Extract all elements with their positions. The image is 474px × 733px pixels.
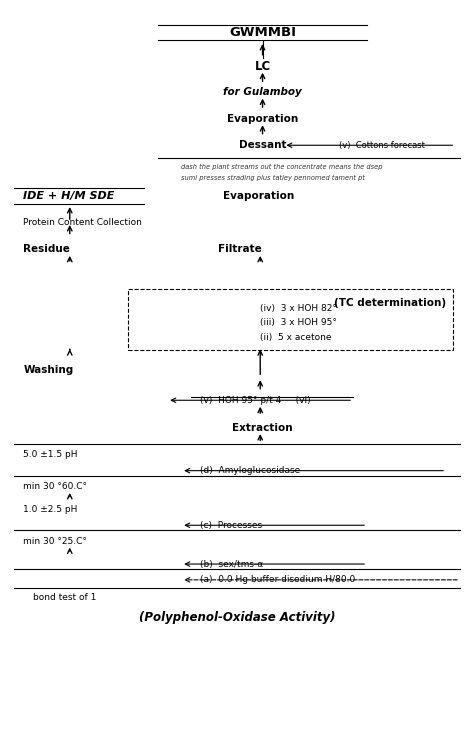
Text: (Polyphenol-Oxidase Activity): (Polyphenol-Oxidase Activity) [139,611,335,625]
Text: Extraction: Extraction [232,422,293,432]
Text: (ii)  5 x acetone: (ii) 5 x acetone [260,333,332,342]
Text: (a)  0.0 Hg buffer disodium H/80.0: (a) 0.0 Hg buffer disodium H/80.0 [200,575,355,584]
Text: bond test of 1: bond test of 1 [33,593,96,603]
Text: min 30 °25.C°: min 30 °25.C° [23,537,87,545]
Text: (iii)  3 x HOH 95°: (iii) 3 x HOH 95° [260,318,337,327]
Text: sumi presses strading plus tatley pennomed tament pt: sumi presses strading plus tatley pennom… [181,174,365,180]
Text: (v)  HOH 95° p/t 4     (vi): (v) HOH 95° p/t 4 (vi) [200,396,310,405]
Text: Protein Content Collection: Protein Content Collection [23,218,142,226]
Text: Residue: Residue [23,244,70,254]
Text: (d)  Amyloglucosidase: (d) Amyloglucosidase [200,466,300,475]
Text: min 30 °60.C°: min 30 °60.C° [23,482,87,491]
Text: Evaporation: Evaporation [223,191,294,202]
Text: Evaporation: Evaporation [227,114,298,124]
Text: GWMMBI: GWMMBI [229,26,296,39]
Text: Washing: Washing [23,365,73,375]
Text: (iv)  3 x HOH 82°: (iv) 3 x HOH 82° [260,303,337,313]
FancyBboxPatch shape [128,289,453,350]
Text: IDE + H/M SDE: IDE + H/M SDE [23,191,115,202]
Text: Dessant: Dessant [239,140,286,150]
Text: 5.0 ±1.5 pH: 5.0 ±1.5 pH [23,450,78,460]
Text: dash the plant streams out the concentrate means the dsep: dash the plant streams out the concentra… [181,163,383,170]
Text: (b)  sex/tms-α: (b) sex/tms-α [200,559,263,569]
Text: (v)  Cottons forecast: (v) Cottons forecast [339,141,425,150]
Text: Filtrate: Filtrate [219,244,262,254]
Text: LC: LC [255,59,271,73]
Text: (TC determination): (TC determination) [334,298,446,309]
Text: for Gulamboy: for Gulamboy [223,87,302,97]
Text: (c)  Processes: (c) Processes [200,520,262,530]
Text: 1.0 ±2.5 pH: 1.0 ±2.5 pH [23,505,78,514]
